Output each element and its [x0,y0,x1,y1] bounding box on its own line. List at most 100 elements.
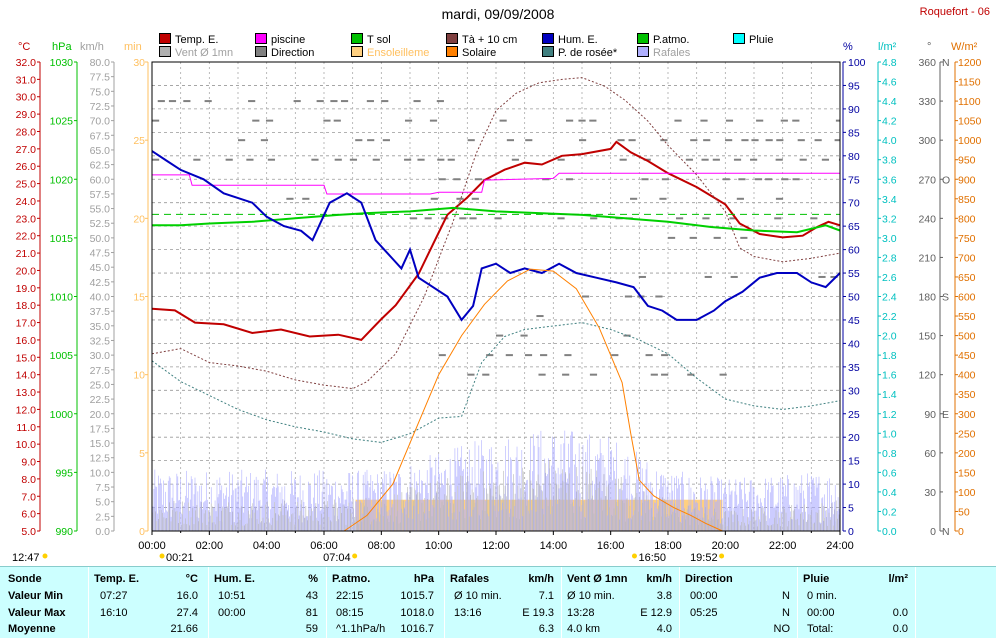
summary-separator [444,567,445,638]
time-marker-label: 07:04 [323,552,351,564]
legend-label: Hum. E. [558,34,598,46]
axis-label-pluie: 1.8 [882,350,897,362]
axis-label-hum: 95 [848,80,860,92]
summary-time: 16:10 [100,607,128,619]
axis-label-sol: 200 [958,448,976,460]
summary-value: 21.66 [170,623,198,635]
axis-label-vent: 70.0 [90,116,111,128]
summary-time: 08:15 [336,607,364,619]
summary-row-label: Valeur Min [8,590,64,602]
summary-time: Ø 10 min. [567,590,615,602]
summary-header-unit: hPa [413,573,434,585]
axis-label-temp: 32.0 [16,57,37,69]
axis-label-pluie: 4.0 [882,135,897,147]
summary-time: 13:28 [567,607,595,619]
summary-time: 22:15 [336,590,364,602]
axis-label-dir: 270 [918,174,936,186]
axis-label-vent: 40.0 [90,292,111,304]
axis-label-temp: 9.0 [21,457,36,469]
axis-label-vent: 80.0 [90,57,111,69]
axis-label-patm: 990 [55,526,73,538]
summary-time: 05:25 [690,607,718,619]
summary-time: 00:00 [690,590,718,602]
axis-label-vent: 7.5 [95,482,110,494]
time-marker-label: 12:47 [12,552,40,564]
summary-value: E 19.3 [522,607,554,619]
axis-label-sol: 350 [958,389,976,401]
summary-value: N [782,607,790,619]
axis-label-vent: 10.0 [90,467,111,479]
legend-item-hum: Hum. E. [542,33,598,46]
axis-label-min: 15 [133,292,145,304]
summary-header-unit: °C [185,573,198,585]
legend-item-temp: Temp. E. [159,33,218,46]
x-tick-label: 04:00 [253,540,281,552]
axis-label-hum: 85 [848,127,860,139]
axis-label-sol: 50 [958,506,970,518]
axis-label-dir: 300 [918,135,936,147]
summary-value: 43 [305,590,318,602]
x-tick-label: 14:00 [540,540,568,552]
axis-label-temp: 14.0 [16,370,37,382]
summary-header-temp: Temp. E. [94,573,140,585]
legend-item-t10: Tà + 10 cm [446,33,517,46]
axis-label-pluie: 4.6 [882,77,897,89]
axis-label-vent: 12.5 [90,453,111,465]
axis-label-pluie: 0.6 [882,467,897,479]
axis-label-pluie: 0.2 [882,506,897,518]
summary-header-patm: P.atmo. [332,573,371,585]
axis-label-dir: 120 [918,370,936,382]
axis-label-sol: 500 [958,331,976,343]
axis-label-vent: 67.5 [90,130,111,142]
axis-label-pluie: 2.4 [882,292,897,304]
axis-title-dir: ° [927,41,931,53]
axis-label-pluie: 4.4 [882,96,897,108]
legend-item-ensol: Ensoleilleme [351,46,429,59]
legend-label: Direction [271,47,315,59]
axis-label-patm: 1000 [50,409,74,421]
axis-label-vent: 47.5 [90,248,111,260]
legend-label: piscine [271,34,306,46]
summary-header-sonde: Sonde [8,573,42,585]
axis-label-dir: 30 [924,487,936,499]
axis-label-sol: 250 [958,428,976,440]
sun-marker-icon [42,553,48,559]
axis-label-temp: 18.0 [16,300,37,312]
axis-label-vent: 45.0 [90,262,111,274]
axis-label-vent: 57.5 [90,189,111,201]
series-line-0 [151,140,841,341]
axis-label-vent: 60.0 [90,174,111,186]
axis-label-sol: 1150 [958,77,981,89]
axis-label-min: 20 [133,213,145,225]
summary-value: 0.0 [892,607,908,619]
legend-item-solaire: Solaire [446,46,496,59]
legend-label: Pluie [749,34,774,46]
axis-label-sol: 0 [958,526,964,538]
axis-label-hum: 80 [848,151,860,163]
summary-time: 0 min. [807,590,837,602]
axis-label-sol: 1000 [958,135,982,147]
axis-label-dir: 180 [918,292,936,304]
axis-label-pluie: 0.0 [882,526,897,538]
axis-label-vent: 52.5 [90,218,111,230]
axis-label-pluie: 4.8 [882,57,897,69]
axis-label-temp: 16.0 [16,335,37,347]
axis-label-temp: 30.0 [16,92,37,104]
summary-value: 3.8 [656,590,672,602]
axis-label-pluie: 2.0 [882,331,897,343]
legend-label: Ensoleilleme [367,47,430,59]
summary-header-dir: Direction [685,573,733,585]
axis-title-min: min [124,41,142,53]
time-marker-label: 00:21 [166,552,194,564]
axis-label-hum: 100 [848,57,866,69]
time-marker-label: 16:50 [638,552,666,564]
axis-label-vent: 42.5 [90,277,111,289]
axis-label-hum: 40 [848,338,860,350]
axis-label-hum: 50 [848,292,860,304]
summary-time: Ø 10 min. [454,590,502,602]
legend-swatch [542,33,554,44]
summary-header-unit: l/m² [888,573,908,585]
summary-separator [88,567,89,638]
axis-label-pluie: 1.0 [882,428,897,440]
summary-time: 10:51 [218,590,246,602]
